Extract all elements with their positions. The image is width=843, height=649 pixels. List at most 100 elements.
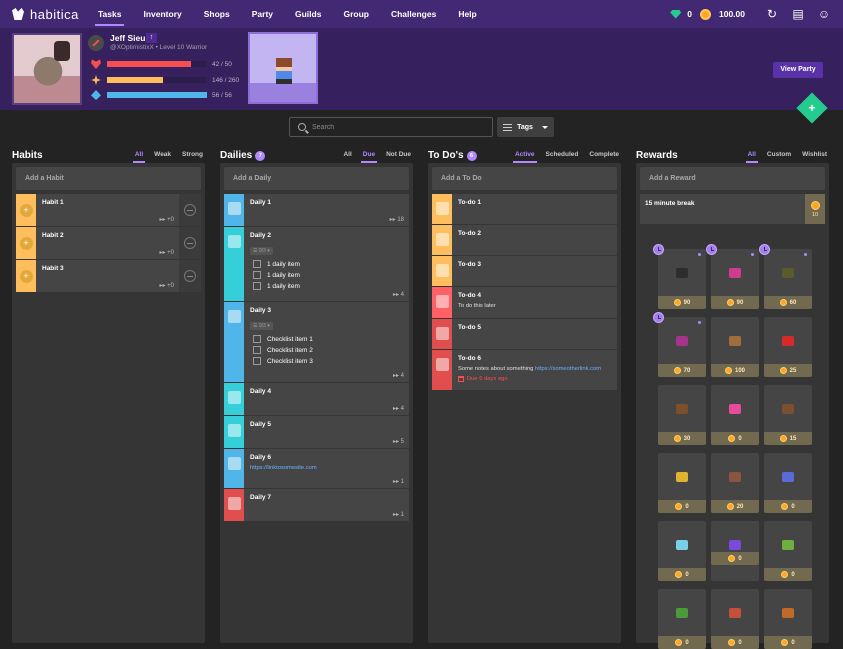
habits-filter-all[interactable]: All: [132, 151, 146, 163]
habit-minus-button[interactable]: [184, 270, 196, 282]
daily-row[interactable]: Daily 5 ▸▸ 5: [224, 416, 409, 448]
todo-checkbox[interactable]: [435, 233, 449, 246]
nav-help[interactable]: Help: [458, 9, 477, 19]
checklist-checkbox[interactable]: [253, 335, 261, 343]
todo-checkbox[interactable]: [435, 295, 449, 308]
shop-item-hatching-potion[interactable]: 70: [653, 312, 706, 377]
habit-plus-button[interactable]: +: [19, 237, 33, 250]
gem-icon[interactable]: [670, 9, 682, 19]
add-habit-input[interactable]: Add a Habit: [16, 167, 201, 190]
sync-icon[interactable]: ↻: [766, 7, 778, 21]
nav-challenges[interactable]: Challenges: [390, 9, 437, 19]
shop-item-whip[interactable]: 90: [653, 244, 706, 309]
todo-row[interactable]: To-do 4 To do this later: [432, 287, 617, 318]
daily-notes-link[interactable]: https://linktosomesite.com: [250, 465, 317, 471]
tags-dropdown[interactable]: Tags: [497, 117, 554, 137]
checklist-checkbox[interactable]: [253, 282, 261, 290]
daily-checkbox[interactable]: [227, 235, 241, 248]
checklist-item[interactable]: 1 daily item: [253, 260, 403, 268]
checklist-item[interactable]: Checklist item 1: [253, 335, 403, 343]
checklist-checkbox[interactable]: [253, 346, 261, 354]
habit-plus-button[interactable]: +: [19, 270, 33, 283]
shop-item-meat-dish[interactable]: 0: [711, 589, 759, 649]
nav-tasks[interactable]: Tasks: [87, 0, 132, 28]
shop-item-party-hat-rainbow[interactable]: 0: [658, 453, 706, 513]
todo-checkbox[interactable]: [435, 264, 449, 277]
create-task-button[interactable]: +: [796, 92, 828, 124]
habit-row[interactable]: + Habit 3 ▸▸ +0: [16, 260, 201, 292]
todos-filter-complete[interactable]: Complete: [589, 151, 619, 158]
shop-item-helm[interactable]: 60: [759, 244, 812, 309]
habits-filter-strong[interactable]: Strong: [182, 151, 203, 158]
daily-checkbox[interactable]: [227, 497, 241, 510]
rewards-filter-all[interactable]: All: [745, 151, 758, 163]
custom-reward[interactable]: 15 minute break 10: [640, 194, 825, 224]
shop-item-treasure-chest[interactable]: 100: [711, 317, 759, 377]
checklist-checkbox[interactable]: [253, 260, 261, 268]
add-todo-input[interactable]: Add a To Do: [432, 167, 617, 190]
shop-item-viking-helm[interactable]: 15: [764, 385, 812, 445]
checklist-checkbox[interactable]: [253, 357, 261, 365]
habitica-logo[interactable]: habitica: [12, 7, 87, 22]
todo-row[interactable]: To-do 3: [432, 256, 617, 286]
party-member-avatar[interactable]: [248, 32, 318, 104]
checklist-item[interactable]: Checklist item 3: [253, 357, 403, 365]
shop-item-serpent-armor[interactable]: 90: [706, 244, 759, 309]
add-daily-input[interactable]: Add a Daily: [224, 167, 409, 190]
rewards-filter-custom[interactable]: Custom: [766, 151, 792, 158]
todos-filter-active[interactable]: Active: [512, 151, 537, 163]
avatar[interactable]: [12, 33, 82, 105]
view-party-button[interactable]: View Party: [773, 62, 823, 78]
search-box[interactable]: [289, 117, 493, 137]
checklist-checkbox[interactable]: [253, 271, 261, 279]
daily-row[interactable]: Daily 6 https://linktosomesite.com ▸▸ 1: [224, 449, 409, 488]
habit-plus-button[interactable]: +: [19, 204, 33, 217]
shop-item-brown-egg[interactable]: 20: [711, 453, 759, 513]
todo-row[interactable]: To-do 2: [432, 225, 617, 255]
daily-row[interactable]: Daily 4 ▸▸ 4: [224, 383, 409, 415]
daily-row[interactable]: Daily 2 ☰ 0/3 ▾ 1 daily item 1 daily ite…: [224, 227, 409, 301]
todo-row[interactable]: To-do 5: [432, 319, 617, 349]
todo-checkbox[interactable]: [435, 202, 449, 215]
shop-item-party-hat-blue[interactable]: 0: [764, 453, 812, 513]
nav-group[interactable]: Group: [343, 9, 369, 19]
shop-item-purple-cat-ears[interactable]: 0: [711, 521, 759, 581]
todo-row[interactable]: To-do 1: [432, 194, 617, 224]
daily-checkbox[interactable]: [227, 202, 241, 215]
habit-minus-button[interactable]: [184, 204, 196, 216]
shop-item-ice-wings[interactable]: 0: [658, 521, 706, 581]
daily-row[interactable]: Daily 7 ▸▸ 1: [224, 489, 409, 521]
shop-item-party-hat-green[interactable]: 0: [764, 521, 812, 581]
shop-item-rainbow-wings[interactable]: 0: [711, 385, 759, 445]
daily-checkbox[interactable]: [227, 424, 241, 437]
nav-party[interactable]: Party: [251, 9, 273, 19]
dailies-filter-not-due[interactable]: Not Due: [386, 151, 411, 158]
habit-minus-button[interactable]: [184, 237, 196, 249]
todo-checkbox[interactable]: [435, 358, 449, 371]
nav-shops[interactable]: Shops: [203, 9, 230, 19]
daily-checkbox[interactable]: [227, 457, 241, 470]
dailies-filter-all[interactable]: All: [343, 151, 352, 158]
daily-checkbox[interactable]: [227, 310, 241, 323]
notifications-icon[interactable]: ▤: [792, 7, 804, 21]
dailies-filter-due[interactable]: Due: [360, 151, 378, 163]
nav-inventory[interactable]: Inventory: [143, 9, 182, 19]
shop-item-spider-pet[interactable]: 30: [658, 385, 706, 445]
shop-item-green-wings[interactable]: 0: [658, 589, 706, 649]
shop-item-cookie[interactable]: 0: [764, 589, 812, 649]
checklist-item[interactable]: 1 daily item: [253, 271, 403, 279]
shop-item-health-potion[interactable]: 25: [764, 317, 812, 377]
todo-checkbox[interactable]: [435, 327, 449, 340]
add-reward-input[interactable]: Add a Reward: [640, 167, 825, 190]
nav-guilds[interactable]: Guilds: [295, 9, 322, 19]
habit-row[interactable]: + Habit 2 ▸▸ +0: [16, 227, 201, 259]
rewards-filter-wishlist[interactable]: Wishlist: [802, 151, 827, 158]
reward-buy-button[interactable]: 10: [805, 194, 825, 224]
user-icon[interactable]: ☺: [817, 7, 831, 21]
habits-filter-weak[interactable]: Weak: [154, 151, 172, 158]
daily-row[interactable]: Daily 1 ▸▸ 18: [224, 194, 409, 226]
search-input[interactable]: [312, 123, 482, 131]
checklist-toggle[interactable]: ☰ 0/3 ▾: [250, 322, 273, 330]
checklist-toggle[interactable]: ☰ 0/3 ▾: [250, 247, 273, 255]
todos-filter-scheduled[interactable]: Scheduled: [545, 151, 579, 158]
